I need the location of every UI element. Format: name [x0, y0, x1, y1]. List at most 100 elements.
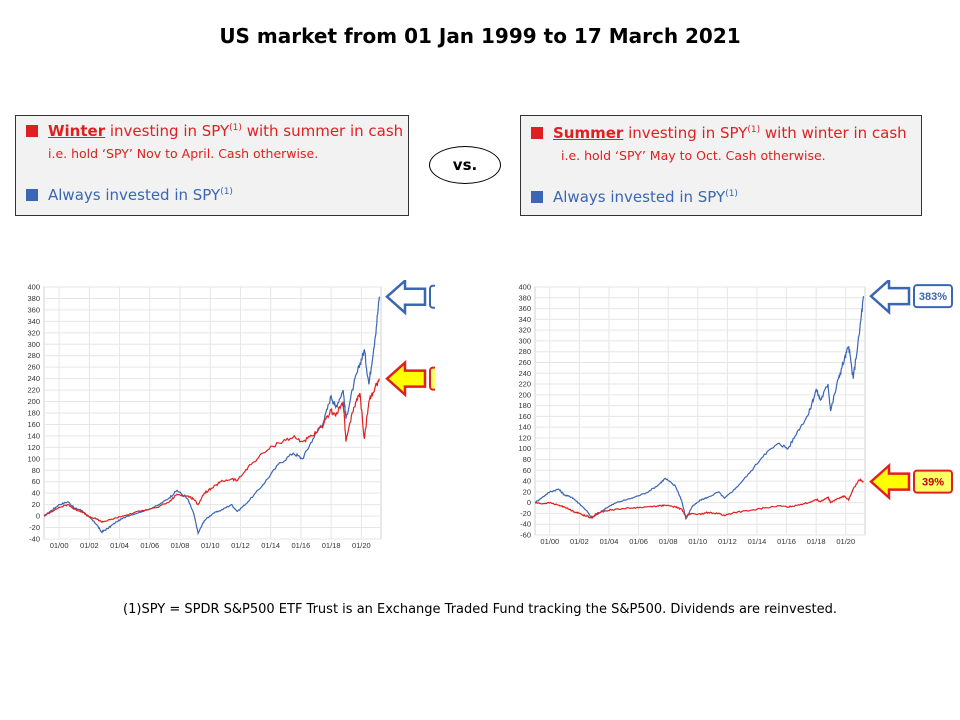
y-tick-label: 360 — [518, 304, 531, 313]
right-legend-always: Always invested in SPY(1) — [531, 188, 738, 206]
left-legend-box: Winter investing in SPY(1) with summer i… — [15, 115, 409, 216]
chart-winter-vs-always: 4003803603403203002802602402202001801601… — [27, 280, 435, 550]
blue-callout: 383% — [385, 280, 435, 316]
y-tick-label: 300 — [27, 340, 40, 349]
right-legend-description: i.e. hold ‘SPY’ May to Oct. Cash otherwi… — [561, 148, 826, 163]
callout-arrow-icon — [385, 359, 427, 398]
y-tick-label: 160 — [518, 412, 531, 421]
y-tick-label: -40 — [520, 520, 531, 529]
y-tick-label: 240 — [518, 369, 531, 378]
y-tick-label: 260 — [518, 358, 531, 367]
x-tick-label: 01/20 — [352, 541, 371, 550]
y-tick-label: -60 — [520, 531, 531, 540]
y-tick-label: 80 — [32, 466, 40, 475]
y-tick-label: 280 — [518, 347, 531, 356]
red-series-line — [43, 378, 380, 524]
red-callout: 240% — [385, 359, 435, 398]
y-tick-label: 340 — [27, 317, 40, 326]
page-title: US market from 01 Jan 1999 to 17 March 2… — [219, 24, 741, 48]
y-tick-label: 140 — [518, 423, 531, 432]
y-tick-label: 280 — [27, 351, 40, 360]
x-tick-label: 01/18 — [322, 541, 341, 550]
y-tick-label: 180 — [518, 401, 531, 410]
x-tick-label: 01/16 — [777, 537, 796, 546]
y-tick-label: 160 — [27, 420, 40, 429]
y-tick-label: 260 — [27, 363, 40, 372]
y-tick-label: 200 — [518, 390, 531, 399]
callout-label: 39% — [922, 477, 944, 489]
x-tick-label: 01/08 — [171, 541, 190, 550]
red-series-line — [534, 478, 864, 520]
y-tick-label: 40 — [523, 477, 531, 486]
callout-box — [913, 284, 953, 309]
x-tick-label: 01/14 — [748, 537, 767, 546]
vs-oval: vs. — [429, 146, 501, 184]
y-tick-label: 120 — [518, 433, 531, 442]
callout-box — [429, 284, 435, 309]
blue-series-line — [534, 296, 865, 521]
y-tick-label: 400 — [27, 283, 40, 292]
left-legend-strategy: Winter investing in SPY(1) with summer i… — [26, 122, 403, 140]
callout-label: 383% — [919, 291, 947, 303]
y-tick-label: 360 — [27, 305, 40, 314]
x-tick-label: 01/02 — [570, 537, 589, 546]
x-tick-label: 01/08 — [659, 537, 678, 546]
right-legend-strategy: Summer investing in SPY(1) with winter i… — [531, 124, 907, 142]
callout-box — [429, 366, 435, 391]
left-legend-always: Always invested in SPY(1) — [26, 186, 233, 204]
y-tick-label: -20 — [520, 509, 531, 518]
y-tick-label: 220 — [27, 386, 40, 395]
y-tick-label: 400 — [518, 283, 531, 292]
y-tick-label: -20 — [29, 523, 40, 532]
y-tick-label: 80 — [523, 455, 531, 464]
y-tick-label: 60 — [523, 466, 531, 475]
footnote: (1)SPY = SPDR S&P500 ETF Trust is an Exc… — [123, 602, 837, 617]
y-tick-label: 240 — [27, 374, 40, 383]
y-tick-label: 140 — [27, 431, 40, 440]
blue-square-icon — [26, 189, 38, 201]
plot-area — [534, 286, 866, 536]
right-legend-box: Summer investing in SPY(1) with winter i… — [520, 115, 922, 216]
y-tick-label: 220 — [518, 380, 531, 389]
y-tick-label: 0 — [527, 498, 531, 507]
y-tick-label: 380 — [518, 293, 531, 302]
x-tick-label: 01/16 — [292, 541, 311, 550]
x-tick-label: 01/12 — [718, 537, 737, 546]
x-tick-label: 01/12 — [231, 541, 250, 550]
callout-box — [913, 469, 953, 494]
x-tick-label: 01/18 — [807, 537, 826, 546]
callout-arrow-icon — [869, 280, 911, 315]
y-tick-label: 380 — [27, 294, 40, 303]
x-tick-label: 01/02 — [80, 541, 99, 550]
x-tick-label: 01/04 — [110, 541, 129, 550]
x-tick-label: 01/04 — [600, 537, 619, 546]
red-square-icon — [531, 127, 543, 139]
y-tick-label: 100 — [518, 444, 531, 453]
x-tick-label: 01/14 — [261, 541, 280, 550]
x-tick-label: 01/00 — [540, 537, 559, 546]
chart-summer-vs-always: 4003803603403203002802602402202001801601… — [518, 280, 953, 546]
y-tick-label: -40 — [29, 535, 40, 544]
x-tick-label: 01/06 — [140, 541, 159, 550]
y-tick-label: 100 — [27, 454, 40, 463]
blue-callout: 383% — [869, 280, 953, 315]
blue-series-line — [43, 296, 381, 536]
blue-square-icon — [531, 191, 543, 203]
x-tick-label: 01/06 — [629, 537, 648, 546]
y-tick-label: 40 — [32, 489, 40, 498]
y-tick-label: 340 — [518, 315, 531, 324]
y-tick-label: 300 — [518, 336, 531, 345]
y-tick-label: 20 — [32, 500, 40, 509]
x-tick-label: 01/20 — [836, 537, 855, 546]
y-tick-label: 0 — [36, 512, 40, 521]
y-tick-label: 120 — [27, 443, 40, 452]
red-callout: 39% — [869, 462, 953, 501]
callout-arrow-icon — [385, 280, 427, 316]
x-tick-label: 01/00 — [50, 541, 69, 550]
callout-arrow-icon — [869, 462, 911, 501]
y-tick-label: 320 — [27, 328, 40, 337]
x-tick-label: 01/10 — [688, 537, 707, 546]
x-tick-label: 01/10 — [201, 541, 220, 550]
y-tick-label: 20 — [523, 487, 531, 496]
left-legend-description: i.e. hold ‘SPY’ Nov to April. Cash other… — [48, 146, 319, 161]
